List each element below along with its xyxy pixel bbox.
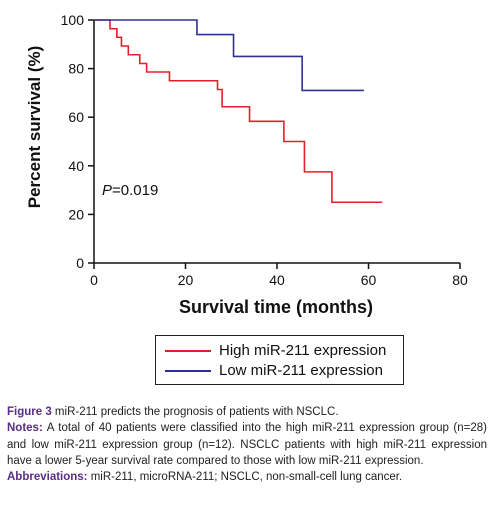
notes-label: Notes: (7, 422, 43, 435)
p-value-text: =0.019 (112, 182, 158, 199)
legend-label-high: High miR-211 expression (219, 342, 387, 359)
x-tick-label: 20 (178, 272, 194, 288)
caption-title-line: Figure 3 miR-211 predicts the prognosis … (7, 404, 487, 420)
caption-abbreviations: Abbreviations: miR-211, microRNA-211; NS… (7, 469, 487, 485)
abbreviations-text: miR-211, microRNA-211; NSCLC, non-small-… (87, 471, 403, 484)
legend-swatch-high (165, 350, 211, 352)
y-tick-label: 60 (68, 109, 84, 125)
y-tick-label: 0 (76, 255, 84, 271)
x-tick-label: 0 (90, 272, 98, 288)
chart-legend: High miR-211 expression Low miR-211 expr… (155, 335, 404, 385)
y-tick-label: 40 (68, 158, 84, 174)
p-value-symbol: P (102, 182, 112, 199)
chart-series (94, 19, 383, 204)
x-axis-title: Survival time (months) (179, 297, 373, 317)
legend-swatch-low (165, 370, 211, 372)
figure-title: miR-211 predicts the prognosis of patien… (51, 406, 339, 418)
x-tick-label: 60 (361, 272, 377, 288)
survival-chart: 0 20 40 60 80 100 0 20 40 60 80 Percent survival (… (25, 12, 468, 317)
y-tick-label: 100 (61, 12, 85, 28)
caption-notes: Notes: A total of 40 patients were class… (7, 420, 487, 469)
figure-caption: Figure 3 miR-211 predicts the prognosis … (7, 404, 487, 485)
x-tick-label: 80 (452, 272, 468, 288)
y-tick-label: 80 (68, 61, 84, 77)
chart-ticks: 0 20 40 60 80 100 0 20 40 60 80 (61, 12, 468, 288)
legend-label-low: Low miR-211 expression (219, 362, 383, 379)
series-low-expression-line (94, 19, 364, 92)
y-tick-label: 20 (68, 206, 84, 222)
series-high-expression-line (94, 19, 383, 204)
legend-entry-high: High miR-211 expression (156, 341, 403, 361)
abbreviations-label: Abbreviations: (7, 471, 88, 484)
x-tick-label: 40 (269, 272, 285, 288)
legend-entry-low: Low miR-211 expression (156, 361, 403, 381)
figure-label: Figure 3 (7, 406, 52, 418)
p-value-annotation: P=0.019 (102, 182, 158, 199)
notes-text: A total of 40 patients were classified i… (7, 422, 487, 467)
y-axis-title: Percent survival (%) (25, 46, 44, 209)
